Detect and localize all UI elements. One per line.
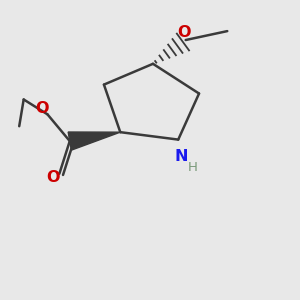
Text: O: O bbox=[46, 170, 60, 185]
Text: H: H bbox=[188, 161, 197, 174]
Text: O: O bbox=[177, 25, 191, 40]
Text: N: N bbox=[175, 149, 188, 164]
Polygon shape bbox=[68, 132, 120, 150]
Text: O: O bbox=[35, 101, 49, 116]
